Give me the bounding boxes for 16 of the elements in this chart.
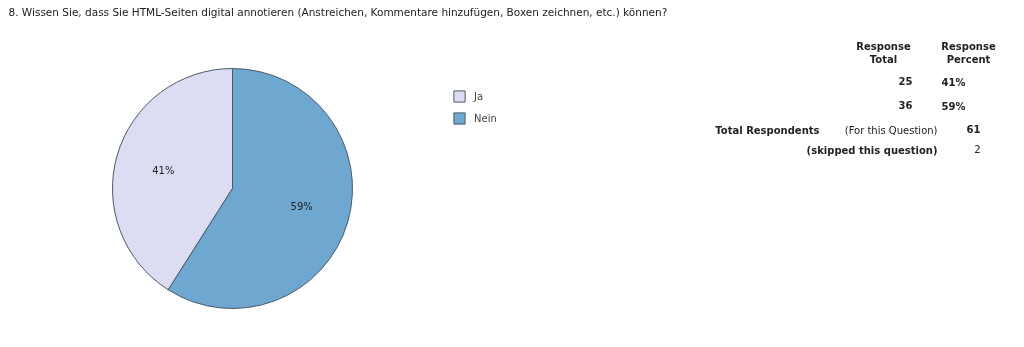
data-label: 41%: [152, 164, 175, 176]
text: (For this Question): [844, 124, 938, 136]
text: (skipped this question): [806, 144, 938, 156]
text: 25: [898, 75, 913, 87]
legend-label: Ja: [474, 90, 485, 102]
text: 41%: [941, 76, 966, 88]
text: Total Respondents: [715, 124, 820, 136]
chart-title: 8. Wissen Sie, dass Sie HTML-Seiten digital annotieren (Anstreichen, Kommentare hinzufügen, Boxen zeichnen, etc.) können?: [8, 5, 668, 18]
text: 61: [966, 123, 981, 135]
text: 59%: [941, 100, 966, 112]
text: 2: [974, 143, 981, 155]
data-label: 59%: [290, 201, 313, 213]
text: 36: [898, 99, 913, 111]
text: Response Total: [856, 40, 911, 65]
legend-label: Nein: [474, 112, 497, 124]
text: Response Percent: [941, 40, 996, 65]
